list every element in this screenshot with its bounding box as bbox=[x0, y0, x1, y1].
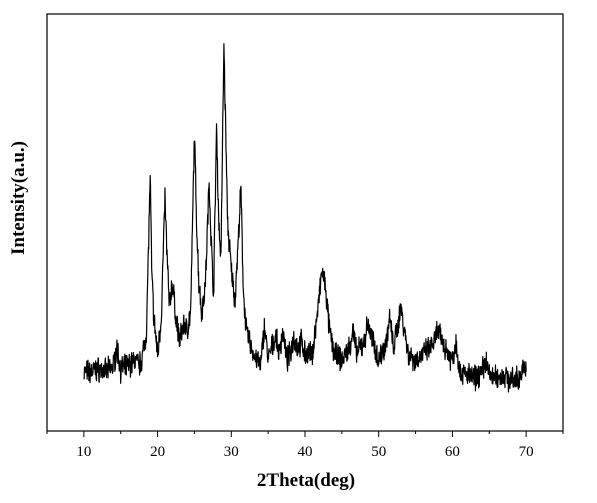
x-ticks bbox=[46, 431, 564, 437]
x-axis-title: 2Theta(deg) bbox=[257, 470, 355, 491]
x-tick-label: 10 bbox=[76, 444, 91, 460]
x-tick-label: 70 bbox=[519, 444, 534, 460]
series-line bbox=[83, 43, 527, 393]
x-tick-labels: 10 20 30 40 50 60 70 bbox=[76, 444, 533, 460]
y-axis-title: Intensity(a.u.) bbox=[8, 141, 29, 255]
x-tick-label: 30 bbox=[224, 444, 239, 460]
x-tick-label: 60 bbox=[445, 444, 460, 460]
x-tick-label: 40 bbox=[298, 444, 313, 460]
x-tick-label: 20 bbox=[150, 444, 165, 460]
x-tick-label: 50 bbox=[371, 444, 386, 460]
